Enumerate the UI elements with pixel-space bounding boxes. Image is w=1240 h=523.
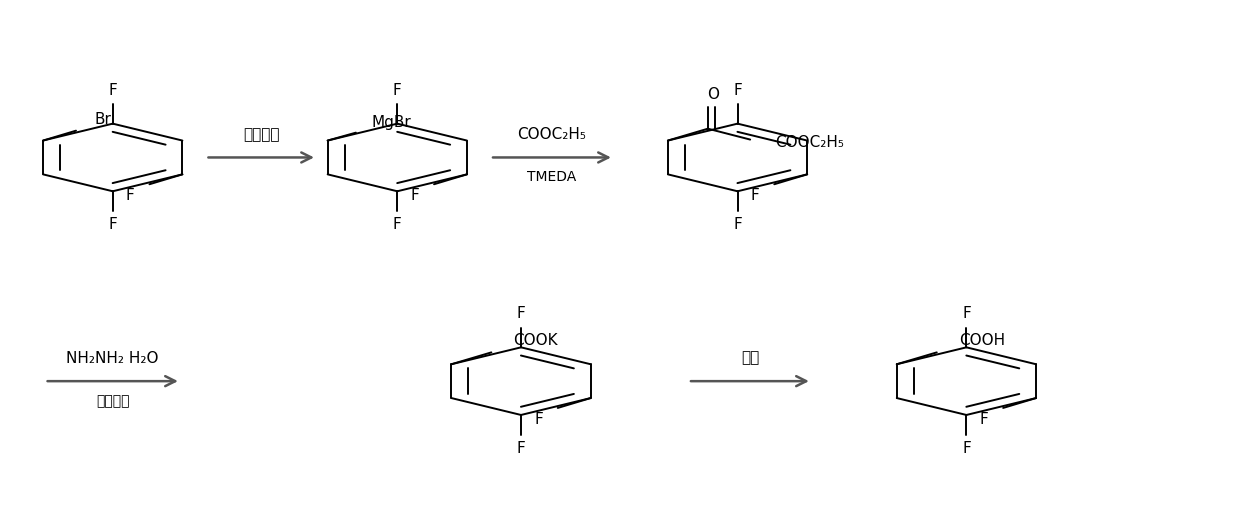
Text: F: F [980,412,988,427]
Text: COOK: COOK [513,333,558,348]
Text: F: F [108,83,117,98]
Text: 酸化: 酸化 [740,350,759,366]
Text: F: F [410,188,419,203]
Text: F: F [517,306,526,321]
Text: NH₂NH₂ H₂O: NH₂NH₂ H₂O [67,350,159,366]
Text: F: F [733,83,742,98]
Text: 二乙二醇: 二乙二醇 [95,394,129,408]
Text: Br: Br [94,111,112,127]
Text: F: F [393,83,402,98]
Text: F: F [962,306,971,321]
Text: F: F [750,188,759,203]
Text: F: F [962,441,971,456]
Text: MgBr: MgBr [372,115,412,130]
Text: COOC₂H₅: COOC₂H₅ [775,134,843,150]
Text: F: F [517,441,526,456]
Text: F: F [534,412,543,427]
Text: COOC₂H₅: COOC₂H₅ [517,127,587,142]
Text: F: F [126,188,135,203]
Text: O: O [707,87,719,102]
Text: F: F [108,217,117,232]
Text: TMEDA: TMEDA [527,170,577,185]
Text: COOH: COOH [959,333,1006,348]
Text: F: F [393,217,402,232]
Text: 格式试剂: 格式试剂 [243,127,279,142]
Text: F: F [733,217,742,232]
